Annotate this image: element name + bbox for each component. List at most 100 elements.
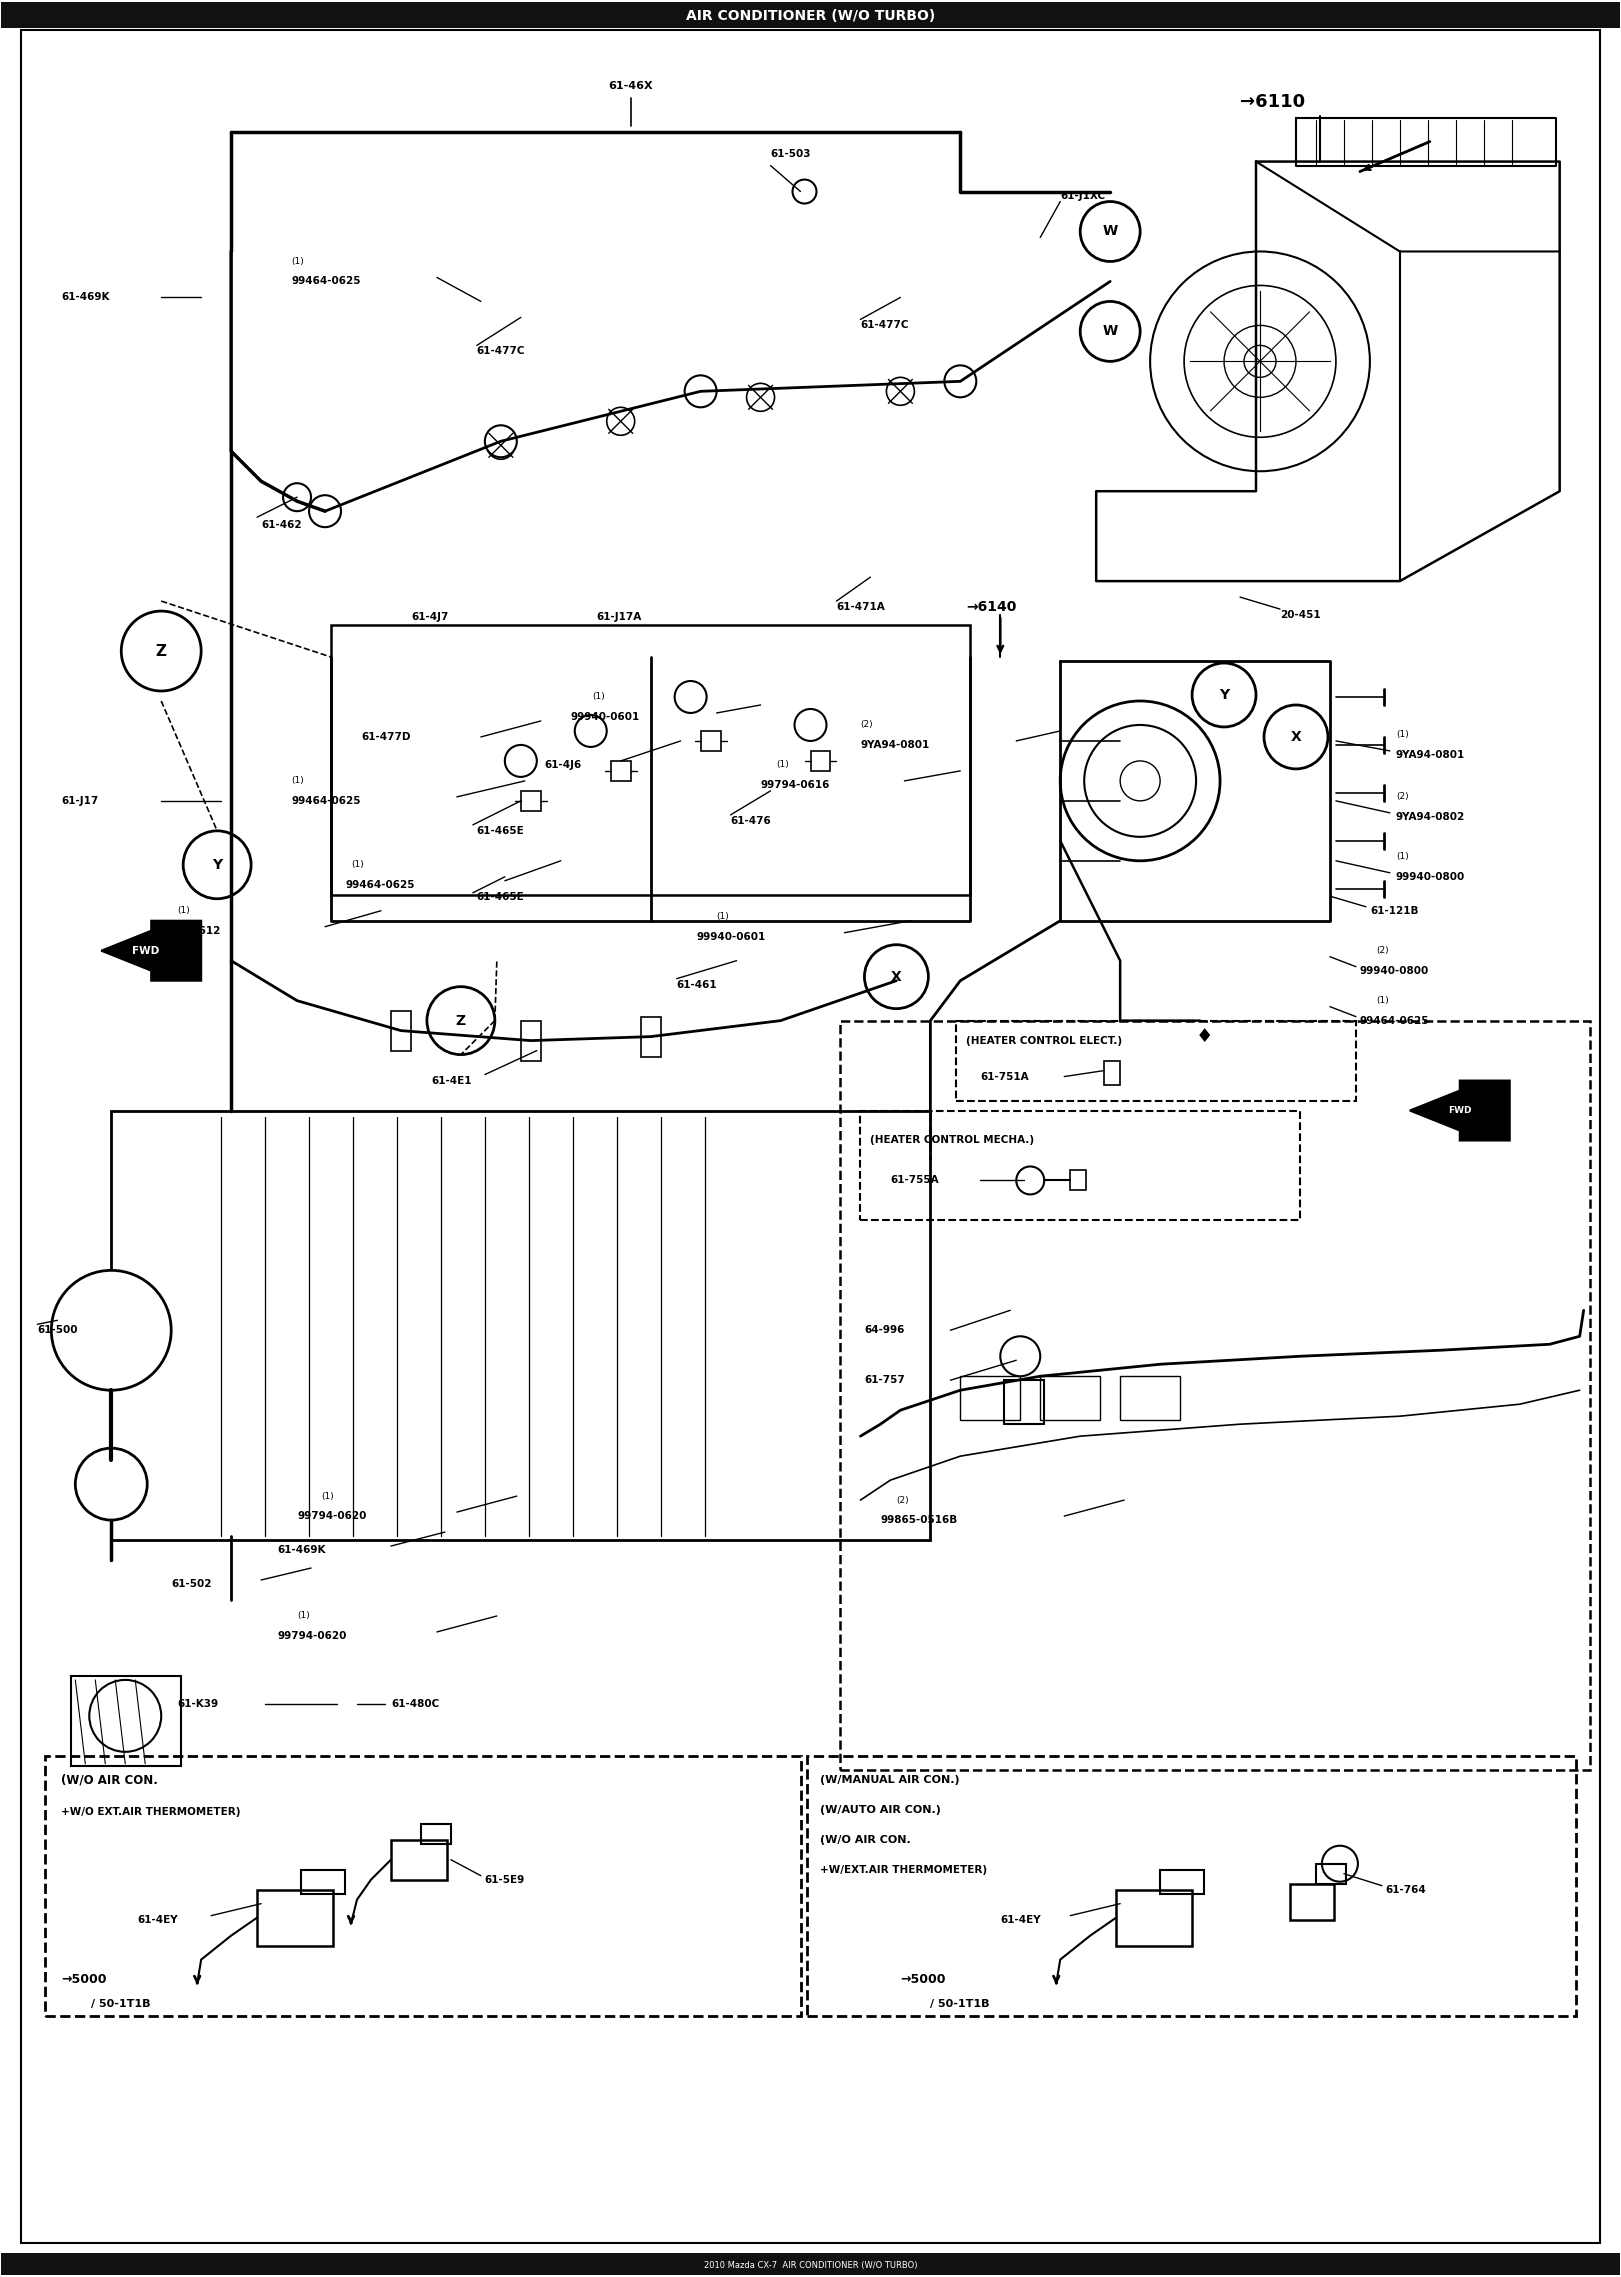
Text: / 50-1T1B: / 50-1T1B: [930, 1999, 990, 2008]
Text: 61-755A: 61-755A: [890, 1175, 939, 1186]
Text: FWD: FWD: [131, 945, 159, 956]
Text: 61-465E: 61-465E: [477, 893, 525, 902]
Text: (1): (1): [1396, 731, 1409, 740]
Bar: [391, 1840, 447, 1881]
Bar: [956, 1020, 1355, 1100]
Circle shape: [75, 1448, 148, 1521]
Bar: [331, 626, 971, 895]
Circle shape: [887, 378, 914, 405]
Text: 61-471A: 61-471A: [836, 601, 885, 613]
Bar: [112, 1111, 930, 1539]
Text: 61-4EY: 61-4EY: [138, 1915, 178, 1924]
Circle shape: [1151, 250, 1370, 471]
Text: 61-121B: 61-121B: [1370, 906, 1418, 915]
Text: 61-J17: 61-J17: [62, 797, 99, 806]
Text: (1): (1): [1396, 852, 1409, 861]
Circle shape: [486, 430, 515, 460]
Text: 61-461: 61-461: [676, 979, 716, 990]
Text: 61-J1XC: 61-J1XC: [1060, 191, 1106, 200]
Text: 61-4E1: 61-4E1: [431, 1075, 472, 1086]
Bar: [2, 2, 1619, 27]
Text: 61-46X: 61-46X: [608, 80, 653, 91]
Circle shape: [1016, 1166, 1044, 1195]
Bar: [302, 1869, 345, 1894]
Text: / 50-1T1B: / 50-1T1B: [91, 1999, 151, 2008]
Circle shape: [426, 986, 494, 1054]
Bar: [861, 1111, 1300, 1220]
Text: 99794-0620: 99794-0620: [277, 1630, 347, 1642]
Text: X: X: [1290, 731, 1302, 745]
Bar: [2, 2254, 1619, 2275]
Bar: [810, 751, 830, 772]
Circle shape: [1084, 724, 1196, 838]
Text: 9YA94-0801: 9YA94-0801: [861, 740, 930, 749]
Text: 64-996: 64-996: [864, 1325, 905, 1334]
Text: 61-502: 61-502: [172, 1578, 212, 1589]
Text: 99865-0516B: 99865-0516B: [880, 1514, 958, 1526]
Bar: [1117, 1890, 1191, 1945]
Bar: [71, 1676, 182, 1765]
Circle shape: [1264, 706, 1328, 770]
Text: (1): (1): [297, 1612, 310, 1621]
Text: 61-462: 61-462: [261, 519, 302, 531]
Text: (2): (2): [896, 1496, 909, 1505]
Text: (2): (2): [1396, 792, 1409, 802]
Text: (1): (1): [292, 257, 303, 266]
Bar: [1290, 1883, 1334, 1920]
Circle shape: [122, 610, 201, 690]
Circle shape: [183, 831, 251, 899]
Circle shape: [1000, 1337, 1041, 1375]
Bar: [700, 731, 721, 751]
Text: 61-751A: 61-751A: [981, 1072, 1029, 1082]
Text: 99794-0616: 99794-0616: [760, 781, 830, 790]
Text: 99940-0800: 99940-0800: [1360, 965, 1430, 975]
Circle shape: [575, 715, 606, 747]
Text: 61-476: 61-476: [731, 815, 772, 827]
Text: 61-480C: 61-480C: [391, 1699, 439, 1708]
Text: 61-764: 61-764: [1386, 1885, 1426, 1894]
Circle shape: [1191, 663, 1256, 726]
Text: 99940-0601: 99940-0601: [697, 931, 765, 943]
Text: (W/AUTO AIR CON.): (W/AUTO AIR CON.): [820, 1806, 942, 1815]
Text: 99794-0620: 99794-0620: [297, 1512, 366, 1521]
Circle shape: [504, 745, 537, 776]
Text: →5000: →5000: [62, 1974, 107, 1986]
Text: 61-4J7: 61-4J7: [412, 613, 449, 622]
Text: →6110: →6110: [1240, 93, 1305, 112]
Bar: [840, 1020, 1590, 1769]
Text: 99464-0625: 99464-0625: [292, 276, 360, 287]
Circle shape: [1183, 285, 1336, 437]
Text: X: X: [892, 970, 901, 984]
Text: 61-J17A: 61-J17A: [597, 613, 642, 622]
Circle shape: [89, 1680, 160, 1751]
Text: 99464-0625: 99464-0625: [345, 879, 415, 890]
Text: 99464-0625: 99464-0625: [292, 797, 360, 806]
Text: W: W: [1102, 323, 1118, 339]
Text: 61-4J6: 61-4J6: [545, 761, 582, 770]
Circle shape: [1060, 701, 1221, 861]
Text: (1): (1): [321, 1491, 334, 1501]
Circle shape: [684, 376, 716, 408]
Circle shape: [793, 180, 817, 203]
Bar: [1316, 1863, 1345, 1883]
Text: 99940-0601: 99940-0601: [571, 713, 640, 722]
Bar: [640, 1016, 661, 1057]
Circle shape: [1120, 761, 1161, 802]
Bar: [1041, 1375, 1101, 1421]
Bar: [611, 761, 631, 781]
Bar: [421, 1824, 451, 1844]
Bar: [391, 1011, 412, 1050]
Text: +W/EXT.AIR THERMOMETER): +W/EXT.AIR THERMOMETER): [820, 1865, 987, 1874]
Circle shape: [485, 426, 517, 458]
Circle shape: [1243, 346, 1276, 378]
Text: (HEATER CONTROL ELECT.): (HEATER CONTROL ELECT.): [966, 1036, 1122, 1045]
Text: 99786-0612: 99786-0612: [151, 927, 220, 936]
Text: AIR CONDITIONER (W/O TURBO): AIR CONDITIONER (W/O TURBO): [686, 9, 935, 23]
Circle shape: [1323, 1847, 1358, 1881]
Circle shape: [284, 483, 311, 512]
Text: Y: Y: [1219, 688, 1229, 701]
Text: ♦: ♦: [1195, 1027, 1213, 1045]
Text: (1): (1): [776, 761, 789, 770]
Text: (2): (2): [861, 720, 874, 729]
Text: 61-757: 61-757: [864, 1375, 905, 1384]
